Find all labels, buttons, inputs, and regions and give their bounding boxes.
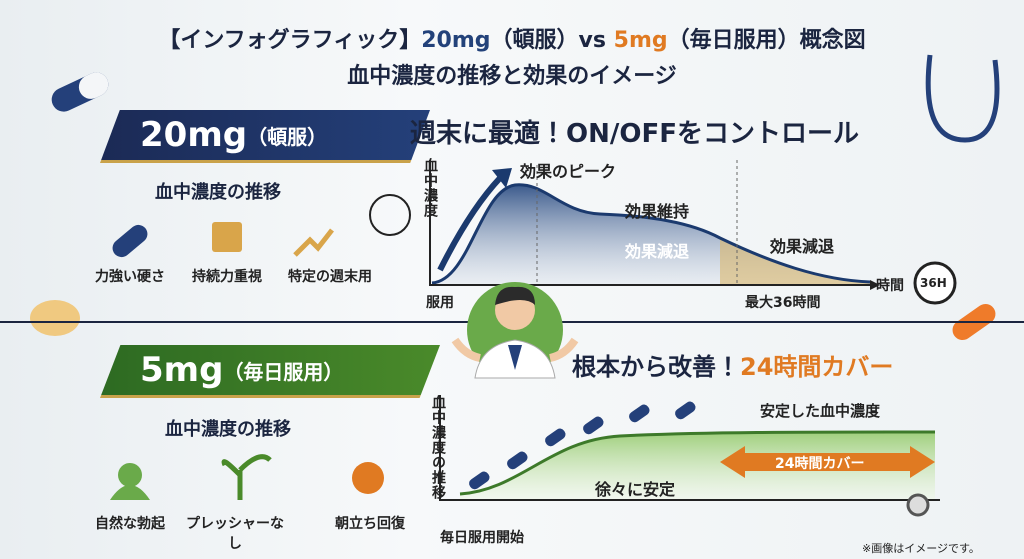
- x-end-label: 最大36時間: [745, 295, 821, 311]
- headline-text: 根本から改善！: [572, 353, 740, 381]
- annotation: 徐々に安定: [595, 480, 676, 499]
- x-start-label: 服用: [426, 295, 454, 311]
- stethoscope-decor: [925, 54, 1000, 143]
- timer-label: 36H: [920, 276, 947, 290]
- feature: プレッシャーなし: [186, 516, 284, 552]
- title-part: 【インフォグラフィック】: [158, 28, 422, 53]
- headline-accent: 24時間カバー: [740, 353, 894, 381]
- title-part: （毎日服用）概念図: [667, 28, 866, 53]
- annotation: 効果のピーク: [520, 162, 617, 181]
- subtitle: 血中濃度の推移と効果のイメージ: [347, 64, 677, 89]
- annotation: 安定した血中濃度: [760, 402, 881, 420]
- y-axis-label: 血中濃度の推移: [430, 395, 446, 500]
- title: 【インフォグラフィック】20mg（頓服）vs 5mg（毎日服用）概念図: [0, 22, 1024, 54]
- feature: 持続力重視: [192, 269, 262, 285]
- y-axis-label: 血中濃度: [422, 158, 438, 218]
- title-part: 20mg: [421, 28, 491, 53]
- badge-text: 5mg: [140, 350, 224, 390]
- annotation: 24時間カバー: [775, 456, 865, 472]
- badge-text: 20mg: [140, 115, 248, 155]
- chart-20mg: [429, 160, 957, 305]
- headline: 根本から改善！24時間カバー: [572, 347, 893, 382]
- footnote: ※画像はイメージです。: [862, 542, 980, 555]
- x-start-label: 毎日服用開始: [440, 530, 524, 546]
- annotation: 効果維持: [625, 202, 690, 221]
- badge-20mg: 20mg （頓服）: [100, 110, 430, 163]
- badge-sub: （毎日服用）: [223, 359, 344, 384]
- feature-icons: [110, 194, 411, 500]
- badge-sub: （頓服）: [247, 124, 328, 149]
- annotation: 効果減退: [625, 242, 690, 261]
- headline: 週末に最適！ON/OFFをコントロール: [410, 119, 859, 149]
- doctor-illustration: [451, 282, 579, 379]
- feature: 力強い硬さ: [95, 269, 165, 285]
- subhead: 血中濃度の推移: [155, 182, 281, 203]
- chart-5mg: [439, 395, 940, 517]
- subhead: 血中濃度の推移: [165, 419, 291, 440]
- title-part: （頓服）vs: [490, 28, 614, 53]
- annotation: 効果減退: [770, 237, 835, 256]
- feature: 自然な勃起: [95, 516, 165, 532]
- title-part: 5mg: [613, 28, 668, 53]
- feature: 特定の週末用: [288, 269, 372, 285]
- feature: 朝立ち回復: [335, 516, 405, 532]
- badge-5mg: 5mg （毎日服用）: [100, 345, 440, 398]
- x-axis-label: 時間: [876, 278, 904, 294]
